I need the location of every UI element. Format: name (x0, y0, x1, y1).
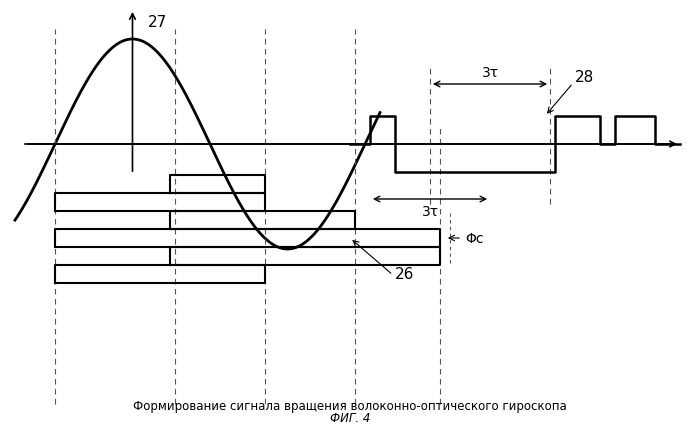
Text: 3τ: 3τ (482, 66, 498, 80)
Text: 28: 28 (575, 70, 594, 85)
Text: Φс: Φс (465, 231, 484, 246)
Text: 3τ: 3τ (421, 204, 438, 218)
Text: 27: 27 (148, 15, 167, 30)
Text: 26: 26 (395, 266, 414, 281)
Text: ФИГ. 4: ФИГ. 4 (330, 411, 370, 424)
Text: Формирование сигнала вращения волоконно-оптического гироскопа: Формирование сигнала вращения волоконно-… (133, 399, 567, 412)
